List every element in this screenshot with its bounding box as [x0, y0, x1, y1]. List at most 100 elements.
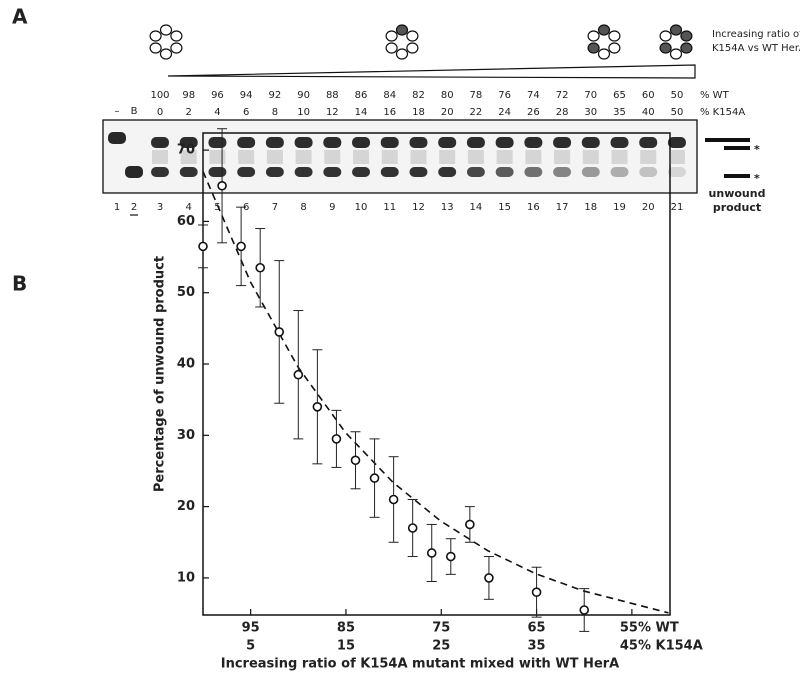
y-tick-label: 10	[177, 570, 195, 585]
k154a-percent: 20	[441, 107, 454, 118]
data-point	[198, 241, 208, 252]
x-tick-label: 25	[432, 639, 450, 654]
wt-percent: 72	[556, 90, 569, 101]
gel-band	[179, 167, 198, 177]
gel-band	[667, 167, 686, 177]
data-point	[293, 369, 304, 380]
lane-number: 19	[613, 202, 626, 213]
gel-band	[409, 137, 428, 148]
gel-smear	[209, 150, 226, 164]
subunit	[669, 48, 683, 60]
k154a-percent: 28	[556, 107, 569, 118]
ratio-caption: Increasing ratio of	[712, 29, 800, 40]
gel-smear	[353, 150, 370, 164]
data-point	[236, 241, 246, 252]
wt-percent: 65	[613, 90, 626, 101]
wt-percent: 98	[182, 90, 195, 101]
data-point	[484, 573, 494, 583]
subunit	[159, 24, 173, 36]
lane-number: 20	[642, 202, 655, 213]
gel-smear	[238, 150, 255, 164]
data-point	[369, 473, 380, 483]
gel-smear	[266, 150, 283, 164]
lane-number: 11	[383, 202, 396, 213]
gel-band	[639, 167, 658, 177]
subunit	[587, 42, 600, 54]
subunit	[385, 30, 398, 42]
row-label: % K154A	[700, 107, 745, 118]
x-tick-label-wt: 85	[337, 621, 355, 636]
gel-band	[151, 137, 169, 148]
row-label: % WT	[700, 90, 730, 101]
subunit	[659, 30, 672, 42]
subunit	[395, 24, 409, 36]
lane-number: 1	[114, 202, 120, 213]
x-tick-label-wt: 55% WT	[620, 621, 679, 636]
data-point	[217, 180, 227, 191]
gel-band	[553, 167, 572, 177]
x-tick-label: 45% K154A	[620, 639, 703, 654]
data-point	[531, 587, 542, 597]
gel-band	[208, 167, 227, 177]
data-point	[255, 262, 265, 273]
subunit	[149, 30, 162, 42]
y-tick-label: 20	[177, 499, 195, 514]
gel-band	[179, 137, 198, 148]
subunit	[170, 42, 183, 54]
gel-smear	[410, 150, 427, 164]
k154a-percent: 12	[326, 107, 339, 118]
lane-number: 6	[243, 202, 249, 213]
data-point	[426, 548, 437, 558]
y-tick-label: 40	[177, 357, 195, 372]
wt-percent: 94	[240, 90, 253, 101]
gel-smear	[381, 150, 398, 164]
lane-number: 8	[300, 202, 306, 213]
gel-band	[524, 137, 543, 148]
ratio-caption: K154A vs WT HerA	[712, 43, 800, 54]
gel-band	[667, 137, 686, 148]
gel-band	[151, 167, 169, 177]
k154a-percent: 24	[498, 107, 511, 118]
subunit	[669, 24, 683, 36]
data-point	[388, 494, 399, 505]
lane-number: 16	[527, 202, 540, 213]
subunit	[385, 42, 398, 54]
k154a-percent: 30	[584, 107, 597, 118]
gel-band	[352, 167, 371, 177]
gel	[102, 119, 698, 194]
k154a-percent: 16	[383, 107, 396, 118]
gel-band	[495, 167, 514, 177]
wt-percent: 86	[355, 90, 368, 101]
subunit	[680, 30, 693, 42]
k154a-percent: 40	[642, 107, 655, 118]
k154a-percent: 0	[157, 107, 163, 118]
gel-band	[352, 137, 371, 148]
wt-percent: 76	[498, 90, 511, 101]
subunit	[406, 42, 419, 54]
lane-marker: –	[115, 106, 120, 117]
lane-number: 5	[214, 202, 220, 213]
gel-band	[323, 137, 342, 148]
data-point	[465, 519, 475, 530]
y-tick-label: 50	[177, 285, 195, 300]
subunit	[159, 48, 173, 60]
gel-band	[294, 137, 313, 148]
data-point	[407, 523, 418, 533]
subunit	[608, 30, 621, 42]
gel-band	[581, 167, 600, 177]
lane-number: 18	[584, 202, 597, 213]
gel-band	[380, 137, 399, 148]
wt-percent: 50	[671, 90, 684, 101]
gel-smear	[611, 150, 628, 164]
wt-percent: 82	[412, 90, 425, 101]
subunit	[608, 42, 621, 54]
gel-band	[553, 137, 572, 148]
gel-smear	[467, 150, 484, 164]
gel-smear	[554, 150, 571, 164]
wt-percent: 88	[326, 90, 339, 101]
subunit	[149, 42, 162, 54]
wt-percent: 78	[470, 90, 483, 101]
gel-band	[581, 137, 600, 148]
wt-percent: 100	[150, 90, 169, 101]
wt-percent: 60	[642, 90, 655, 101]
